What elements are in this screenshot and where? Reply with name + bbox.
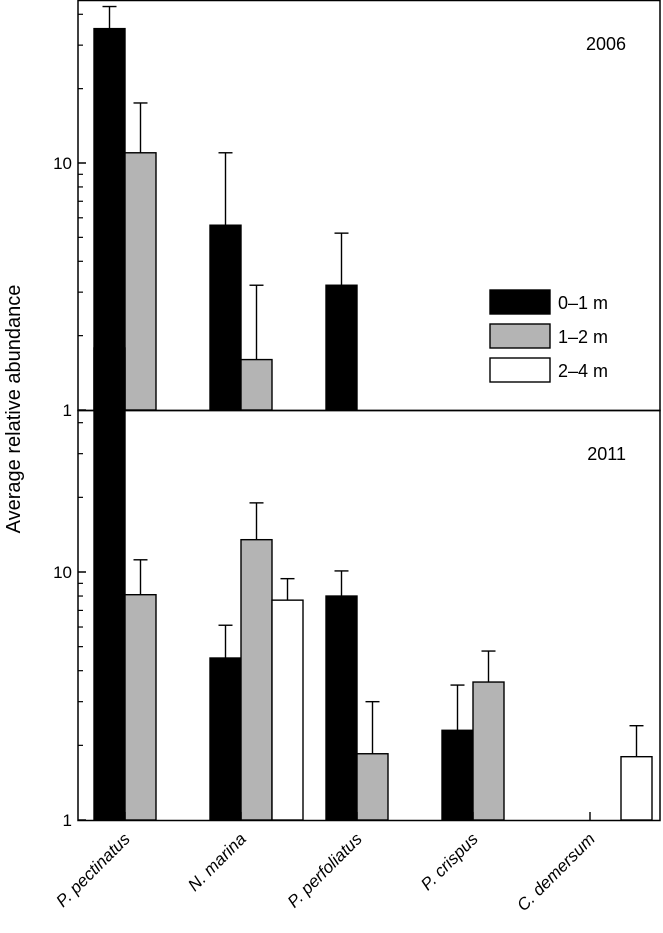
bar <box>325 284 358 411</box>
bar <box>356 753 389 821</box>
bar <box>620 755 653 821</box>
bar <box>441 729 474 821</box>
legend-label: 2–4 m <box>558 361 608 381</box>
x-tick-label: C. demersum <box>513 829 599 915</box>
y-axis-label: Average relative abundance <box>3 285 25 534</box>
bar <box>325 595 358 821</box>
legend-swatch <box>489 289 551 315</box>
legend-swatch <box>489 323 551 349</box>
category-labels: P. pectinatus N. marina P. perfoliatus P. c… <box>52 812 599 915</box>
legend-label: 0–1 m <box>558 293 608 313</box>
x-tick-label: N. marina <box>184 829 250 895</box>
panel-year-label: 2011 <box>587 444 626 464</box>
bar <box>209 224 242 411</box>
bar <box>240 358 273 411</box>
panel-frame <box>77 0 661 412</box>
legend-swatch <box>489 357 551 383</box>
bar <box>124 593 157 821</box>
panel-year-label: 2006 <box>586 34 626 54</box>
bar <box>472 681 505 821</box>
panel-2011: 1 10 2011 <box>53 328 661 830</box>
x-tick-label: P. pectinatus <box>52 829 134 911</box>
legend-label: 1–2 m <box>558 327 608 347</box>
y-tick-label: 10 <box>53 563 72 582</box>
x-tick-label: P. crispus <box>417 829 482 894</box>
bar <box>271 599 304 821</box>
bar <box>93 347 126 821</box>
y-tick-label: 1 <box>63 811 72 830</box>
bar <box>240 538 273 821</box>
bar <box>124 152 157 411</box>
y-tick-label: 1 <box>63 401 72 420</box>
x-tick-label: P. perfoliatus <box>284 829 366 911</box>
panels-layer: 1 10 2006 1 10 2011 <box>53 0 661 830</box>
legend: 0–1 m 1–2 m 2–4 m <box>489 289 608 383</box>
panel-2006: 1 10 2006 <box>53 0 661 420</box>
y-tick-label: 10 <box>53 154 72 173</box>
bar <box>209 657 242 821</box>
